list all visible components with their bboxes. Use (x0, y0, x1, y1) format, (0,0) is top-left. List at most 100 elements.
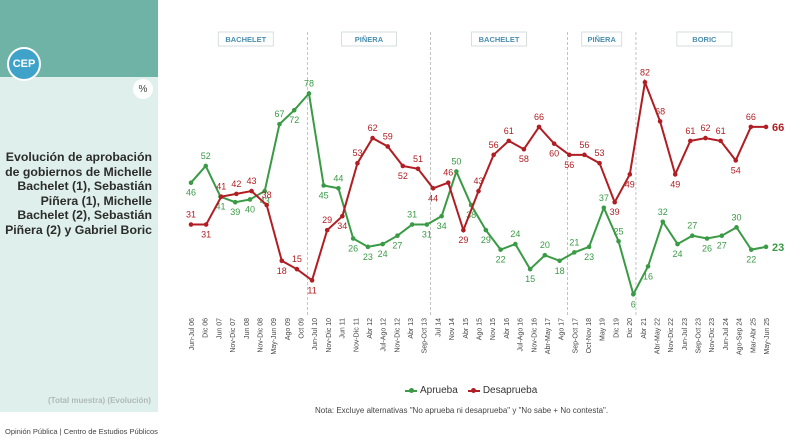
approve-point (572, 250, 577, 255)
disapprove-point (566, 152, 572, 158)
approve-data-label: 26 (348, 243, 358, 253)
disapprove-data-label: 60 (549, 149, 559, 159)
disapprove-data-label: 43 (473, 176, 483, 186)
disapprove-data-label: 53 (595, 148, 605, 158)
footnote: Nota: Excluye alternativas "No aprueba n… (315, 406, 609, 415)
disapprove-point (279, 258, 285, 264)
disapprove-point (445, 180, 451, 186)
legend-approve-label: Aprueba (420, 385, 458, 396)
approve-point (277, 121, 282, 127)
period-box-2 (341, 31, 397, 47)
disapprove-point (264, 202, 269, 208)
x-tick-label: Abr 13 (408, 318, 415, 339)
approve-point (704, 236, 710, 241)
x-tick-label: Dic 06 (203, 318, 210, 338)
approve-data-label: 46 (186, 188, 196, 198)
disapprove-data-label: 58 (519, 154, 529, 164)
disapprove-point (324, 227, 330, 233)
disapprove-point (582, 152, 587, 158)
x-tick-label: May-Jun 09 (271, 318, 278, 355)
approve-point (350, 236, 356, 241)
x-tick-label: Jul-Ago 16 (518, 318, 525, 352)
disapprove-data-label: 31 (186, 210, 196, 220)
disapprove-data-label: 43 (247, 176, 257, 186)
disapprove-data-label: 66 (534, 112, 544, 122)
approve-point (557, 258, 562, 264)
x-tick-label: Sep-Oct 23 (696, 318, 703, 354)
x-tick-label: Jul-Ago 12 (381, 318, 388, 352)
approve-data-label: 32 (658, 207, 668, 217)
approve-data-label: 23 (584, 252, 594, 262)
disapprove-data-label: 29 (458, 235, 468, 245)
disapprove-point (218, 194, 224, 199)
disapprove-point (385, 144, 391, 149)
disapprove-point (733, 158, 739, 163)
period-box-3 (471, 31, 527, 47)
legend-disapprove-label: Desaprueba (482, 385, 538, 396)
approve-point (586, 244, 592, 250)
legend-disapprove-swatch (467, 388, 480, 393)
period-label-3: BACHELET (479, 35, 520, 44)
approve-point (660, 219, 666, 225)
period-label-1: BACHELET (225, 35, 266, 44)
disapprove-data-label: 56 (489, 140, 499, 150)
disapprove-point (612, 199, 617, 205)
disapprove-data-label: 56 (564, 160, 574, 170)
disapprove-data-label: 41 (216, 182, 226, 192)
approve-last-label: 23 (772, 242, 784, 254)
disapprove-data-label: 44 (428, 193, 438, 203)
approve-point (291, 107, 297, 113)
x-tick-label: Nov 14 (449, 318, 456, 340)
sample-note: (Total muestra) (Evolución) (48, 396, 151, 405)
disapprove-point (672, 172, 678, 177)
period-label-5: BORIC (692, 35, 717, 44)
x-tick-label: Jul 14 (435, 318, 442, 337)
approve-data-label: 18 (555, 266, 565, 276)
approve-point (188, 180, 194, 186)
x-tick-label: Jun-Jul 23 (682, 318, 689, 350)
approve-point (232, 199, 238, 205)
approve-data-label: 6 (631, 299, 636, 309)
x-tick-label: Jun 07 (216, 318, 223, 339)
approve-point (439, 213, 444, 219)
disapprove-point (249, 188, 254, 194)
approve-data-label: 27 (687, 221, 697, 231)
approve-data-label: 30 (732, 212, 742, 222)
disapprove-point (521, 146, 527, 152)
disapprove-point (748, 124, 754, 130)
disapprove-point (506, 138, 512, 144)
legend-approve: Aprueba (405, 385, 458, 396)
approve-point (734, 225, 739, 230)
disapprove-data-label: 66 (746, 112, 756, 122)
disapprove-data-label: 49 (625, 179, 635, 189)
x-tick-label: Jun-Jul 24 (723, 318, 730, 350)
disapprove-point (188, 222, 194, 227)
period-label-2: PIÑERA (355, 35, 384, 44)
x-tick-label: Nov 15 (490, 318, 497, 340)
disapprove-data-label: 62 (368, 123, 378, 133)
x-tick-label: Abr-May 22 (654, 318, 661, 354)
x-tick-label: Abr 16 (504, 318, 511, 339)
disapprove-point (536, 124, 542, 130)
approve-data-label: 16 (643, 271, 653, 281)
approve-point (542, 252, 548, 258)
disapprove-point (642, 80, 648, 85)
approve-data-label: 31 (422, 230, 432, 240)
approve-line (190, 91, 767, 297)
x-tick-label: Abr-May 17 (545, 318, 552, 354)
chart-legend: Aprueba Desaprueba (405, 385, 537, 396)
approve-data-label: 24 (673, 249, 683, 259)
x-tick-label: Jun 11 (340, 318, 347, 339)
approve-point (498, 247, 503, 252)
approve-point (380, 241, 385, 247)
disapprove-point (718, 138, 723, 144)
disapprove-point (203, 222, 209, 227)
approve-data-label: 27 (717, 241, 727, 251)
approve-point (631, 291, 636, 297)
approve-data-label: 72 (289, 115, 299, 125)
period-box-5 (676, 31, 733, 47)
x-tick-label: Nov-Dic 23 (709, 318, 716, 353)
approve-point (336, 185, 341, 191)
disapprove-point (234, 191, 239, 197)
